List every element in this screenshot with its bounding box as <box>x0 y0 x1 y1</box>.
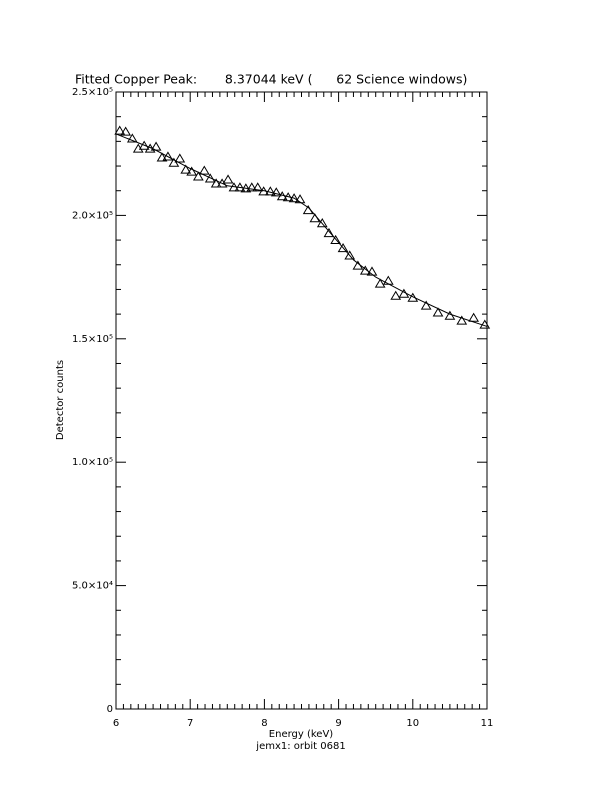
data-point <box>246 182 258 192</box>
plot-frame <box>115 91 488 710</box>
x-tick-label: 8 <box>261 718 267 729</box>
data-point <box>174 153 186 163</box>
data-point <box>374 278 386 288</box>
data-point <box>198 165 210 175</box>
data-point <box>330 234 342 244</box>
data-point <box>444 310 456 320</box>
data-point <box>390 290 402 300</box>
y-tick-label: 2.5×10⁵ <box>72 87 113 98</box>
y-tick-label: 1.0×10⁵ <box>72 457 113 468</box>
data-point <box>294 194 306 204</box>
data-point <box>468 312 480 322</box>
y-axis-label: Detector counts <box>55 360 66 440</box>
x-tick-label: 7 <box>187 718 193 729</box>
data-point <box>180 164 192 174</box>
y-tick-label: 5.0×10⁴ <box>72 581 113 592</box>
data-point <box>420 300 432 310</box>
data-point <box>264 186 276 196</box>
fit-line <box>115 133 488 327</box>
x-tick-label: 11 <box>481 718 494 729</box>
y-tick-label: 0 <box>107 704 113 715</box>
data-point <box>323 227 335 238</box>
data-point <box>432 307 444 317</box>
x-tick-label: 9 <box>335 718 341 729</box>
data-point <box>120 126 132 136</box>
chart-title: Fitted Copper Peak: 8.37044 keV ( 62 Sci… <box>75 72 467 87</box>
data-point <box>186 166 198 176</box>
data-point <box>270 187 282 197</box>
subtitle: jemx1: orbit 0681 <box>255 741 345 752</box>
data-point <box>126 133 138 143</box>
data-point <box>456 315 468 325</box>
x-tick-label: 6 <box>113 718 119 729</box>
y-tick-label: 1.5×10⁵ <box>72 334 113 345</box>
data-point <box>222 174 234 184</box>
data-point <box>252 182 264 192</box>
data-point <box>162 151 174 161</box>
data-point <box>316 218 328 228</box>
data-point <box>382 275 394 285</box>
x-tick-label: 10 <box>406 718 419 729</box>
x-axis-label: Energy (keV) <box>269 729 334 740</box>
data-point <box>114 125 126 135</box>
data-point <box>479 319 491 329</box>
data-point <box>204 173 216 183</box>
data-point <box>156 152 168 162</box>
data-point <box>192 171 204 181</box>
data-point <box>337 242 349 253</box>
y-tick-label: 2.0×10⁵ <box>72 210 113 221</box>
data-point <box>366 266 378 276</box>
data-point <box>138 140 150 150</box>
data-point <box>344 250 356 260</box>
data-point <box>210 178 222 188</box>
